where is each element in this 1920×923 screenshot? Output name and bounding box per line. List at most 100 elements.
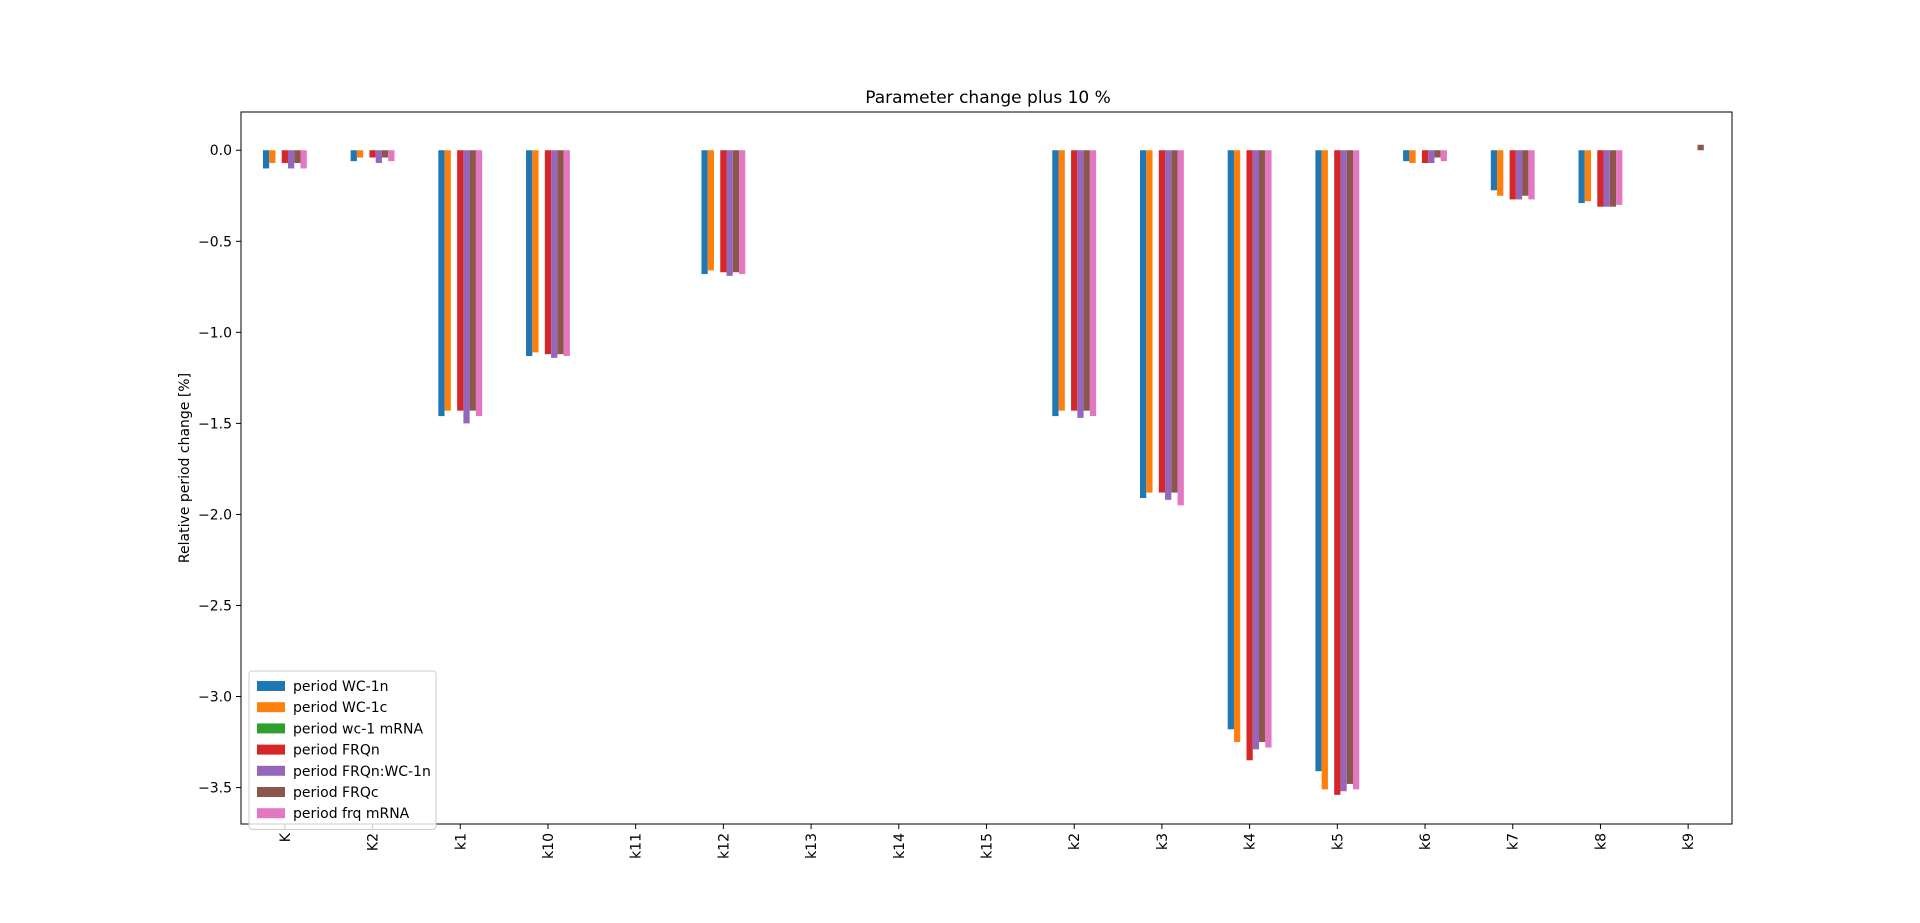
bar-k12-series-6	[739, 150, 746, 275]
bar-k1-series-5	[469, 150, 476, 411]
bars-group	[262, 144, 1704, 795]
bar-K2-series-4	[375, 150, 382, 163]
bar-k6-series-6	[1440, 150, 1447, 162]
bar-k12-series-1	[707, 150, 714, 271]
bar-k3-series-0	[1139, 150, 1147, 499]
x-tick-label: k2	[1067, 833, 1083, 850]
bar-k1-series-6	[475, 150, 483, 417]
bar-k7-series-5	[1522, 150, 1529, 196]
bar-k7-series-0	[1490, 150, 1498, 191]
x-tick-label: k14	[892, 833, 908, 859]
bar-k8-series-4	[1603, 150, 1610, 207]
legend-swatch	[257, 744, 285, 755]
bar-K-series-6	[300, 150, 307, 169]
bar-k12-series-5	[732, 150, 740, 273]
bar-k2-series-5	[1083, 150, 1090, 411]
y-tick-label: −3.5	[198, 781, 232, 797]
bar-k1-series-3	[457, 150, 464, 411]
bar-k4-series-3	[1246, 150, 1253, 761]
legend-swatch	[257, 787, 285, 797]
bar-k6-series-1	[1409, 150, 1416, 163]
x-tick-label: k1	[453, 833, 469, 850]
bar-k7-series-3	[1509, 150, 1516, 200]
bar-k12-series-3	[720, 150, 727, 273]
bar-k4-series-5	[1259, 150, 1266, 743]
bar-k7-series-1	[1497, 150, 1504, 196]
bar-K-series-1	[269, 150, 276, 163]
bar-k4-series-0	[1227, 150, 1234, 730]
bar-k2-series-3	[1071, 150, 1078, 411]
legend-swatch	[257, 808, 285, 819]
x-tick-label: k12	[716, 833, 732, 859]
bar-k3-series-4	[1165, 150, 1172, 500]
bar-k10-series-4	[551, 150, 558, 358]
y-tick-label: −0.5	[198, 234, 232, 250]
y-axis: 0.0 −0.5 −1.0 −1.5 −2.0 −2.5 −3.0 −3.5	[198, 143, 241, 797]
bar-k5-series-4	[1340, 150, 1347, 792]
bar-k3-series-5	[1171, 150, 1178, 493]
bar-k2-series-1	[1058, 150, 1065, 411]
x-tick-label: k7	[1506, 833, 1522, 850]
y-tick-label: −3.0	[198, 690, 232, 706]
bar-k8-series-5	[1609, 150, 1617, 207]
y-tick-label: −1.0	[198, 325, 232, 341]
x-tick-label: K	[278, 832, 294, 842]
bar-k4-series-6	[1265, 150, 1272, 748]
legend-label: period wc-1 mRNA	[293, 721, 423, 737]
bar-k6-series-4	[1428, 150, 1435, 163]
bar-k4-series-4	[1252, 150, 1260, 750]
x-tick-label: k10	[541, 833, 557, 859]
x-tick-label: k4	[1243, 833, 1259, 850]
bar-K2-series-3	[369, 150, 376, 158]
y-axis-label: Relative period change [%]	[177, 373, 193, 563]
bar-k10-series-3	[544, 150, 552, 355]
bar-k9-series-5	[1697, 144, 1704, 151]
x-tick-label: k3	[1155, 833, 1171, 850]
bar-k3-series-1	[1146, 150, 1153, 493]
bar-K-series-4	[287, 150, 295, 169]
y-tick-label: 0.0	[210, 143, 232, 159]
legend-swatch	[257, 765, 285, 776]
legend-swatch	[257, 723, 285, 734]
bar-k5-series-6	[1352, 150, 1360, 790]
bar-k7-series-4	[1515, 150, 1523, 200]
bar-k5-series-5	[1346, 150, 1353, 784]
bar-k8-series-3	[1597, 150, 1604, 207]
y-tick-label: −2.0	[198, 507, 232, 523]
bar-k12-series-0	[701, 150, 708, 275]
bar-k1-series-0	[438, 150, 445, 417]
legend-label: period frq mRNA	[293, 806, 410, 822]
legend-label: period WC-1n	[293, 679, 389, 695]
bar-k10-series-6	[563, 150, 570, 357]
bar-k4-series-1	[1233, 150, 1241, 743]
bar-k10-series-0	[526, 150, 533, 357]
bar-k2-series-0	[1052, 150, 1059, 417]
bar-K2-series-0	[350, 150, 357, 162]
y-tick-label: −1.5	[198, 416, 232, 432]
bar-k8-series-1	[1584, 150, 1592, 202]
legend-swatch	[257, 681, 285, 691]
bar-k10-series-1	[532, 150, 539, 353]
bar-k5-series-3	[1334, 150, 1341, 795]
legend-frame	[248, 670, 437, 830]
legend-swatch	[257, 702, 285, 713]
x-tick-label: K2	[366, 833, 382, 851]
bar-K-series-5	[294, 150, 301, 163]
bar-K-series-3	[281, 150, 288, 163]
bar-k10-series-5	[557, 150, 564, 355]
chart-title: Parameter change plus 10 %	[865, 88, 1111, 108]
bar-K2-series-6	[388, 150, 395, 162]
legend-label: period FRQn:WC-1n	[293, 764, 431, 780]
bar-k3-series-6	[1177, 150, 1184, 506]
legend-label: period WC-1c	[293, 700, 387, 716]
bar-k12-series-4	[726, 150, 733, 276]
legend: period WC-1n period WC-1c period wc-1 mRNA…	[248, 670, 437, 830]
x-tick-label: k9	[1681, 833, 1697, 850]
bar-k5-series-0	[1315, 150, 1322, 772]
y-tick-label: −2.5	[198, 598, 232, 614]
bar-k8-series-6	[1616, 150, 1623, 205]
bar-k6-series-5	[1434, 150, 1441, 158]
bar-k6-series-3	[1421, 150, 1429, 163]
x-tick-label: k15	[980, 833, 996, 859]
